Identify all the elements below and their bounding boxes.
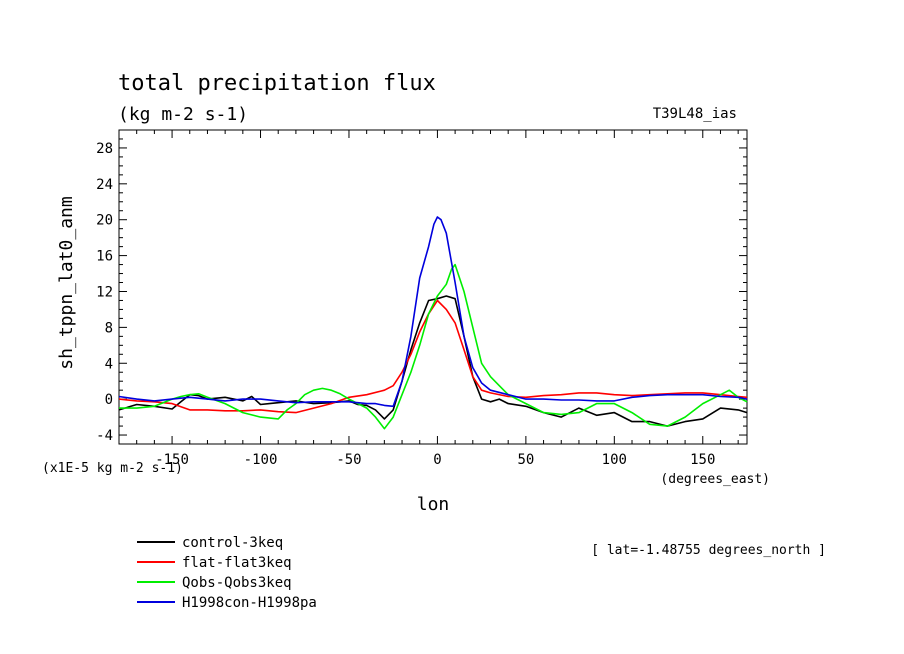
legend-label: control-3keq	[182, 535, 283, 551]
legend-label: flat-flat3keq	[182, 555, 292, 571]
chart-title: total precipitation flux	[118, 71, 436, 96]
x-ticks: -150 -100 -50 0 50 100 150	[118, 130, 739, 468]
lat-annotation: [ lat=-1.48755 degrees_north ]	[591, 543, 826, 558]
y-ticks: -4 0 4 8 12 16 20 24 28	[96, 129, 747, 445]
y-tick-label: 12	[96, 284, 113, 300]
chart-subtitle: (kg m-2 s-1)	[118, 104, 248, 125]
legend: control-3keq flat-flat3keq Qobs-Qobs3keq H1…	[137, 535, 317, 611]
legend-label: Qobs-Qobs3keq	[182, 575, 292, 591]
x-tick-label: 50	[517, 452, 534, 468]
x-tick-label: 100	[602, 452, 627, 468]
series-line-4	[118, 216, 748, 408]
series-line-1	[118, 295, 748, 427]
y-tick-label: 24	[96, 177, 113, 193]
x-tick-label: -50	[336, 452, 361, 468]
experiment-label: T39L48_ias	[653, 106, 737, 122]
x-tick-label: 150	[690, 452, 715, 468]
y-tick-label: 28	[96, 141, 113, 157]
y-tick-label: 4	[105, 356, 113, 372]
plot-frame	[118, 129, 748, 445]
y-tick-label: 16	[96, 249, 113, 265]
y-axis-label: sh_tppn_lat0_anm	[56, 196, 77, 369]
y-tick-label: 0	[105, 392, 113, 408]
x-axis-label: lon	[417, 494, 450, 515]
series-line-2	[118, 299, 748, 414]
series-line-3	[119, 263, 748, 430]
legend-label: H1998con-H1998pa	[182, 595, 317, 611]
x-tick-label: -100	[244, 452, 278, 468]
x-units-label: (degrees_east)	[660, 472, 770, 487]
y-tick-label: -4	[96, 428, 113, 444]
y-tick-label: 8	[105, 320, 113, 336]
x-tick-label: 0	[433, 452, 441, 468]
y-scale-note: (x1E-5 kg m-2 s-1)	[42, 461, 183, 476]
y-tick-label: 20	[96, 213, 113, 229]
x-tick-label: -150	[155, 452, 189, 468]
series-lines	[118, 216, 748, 430]
